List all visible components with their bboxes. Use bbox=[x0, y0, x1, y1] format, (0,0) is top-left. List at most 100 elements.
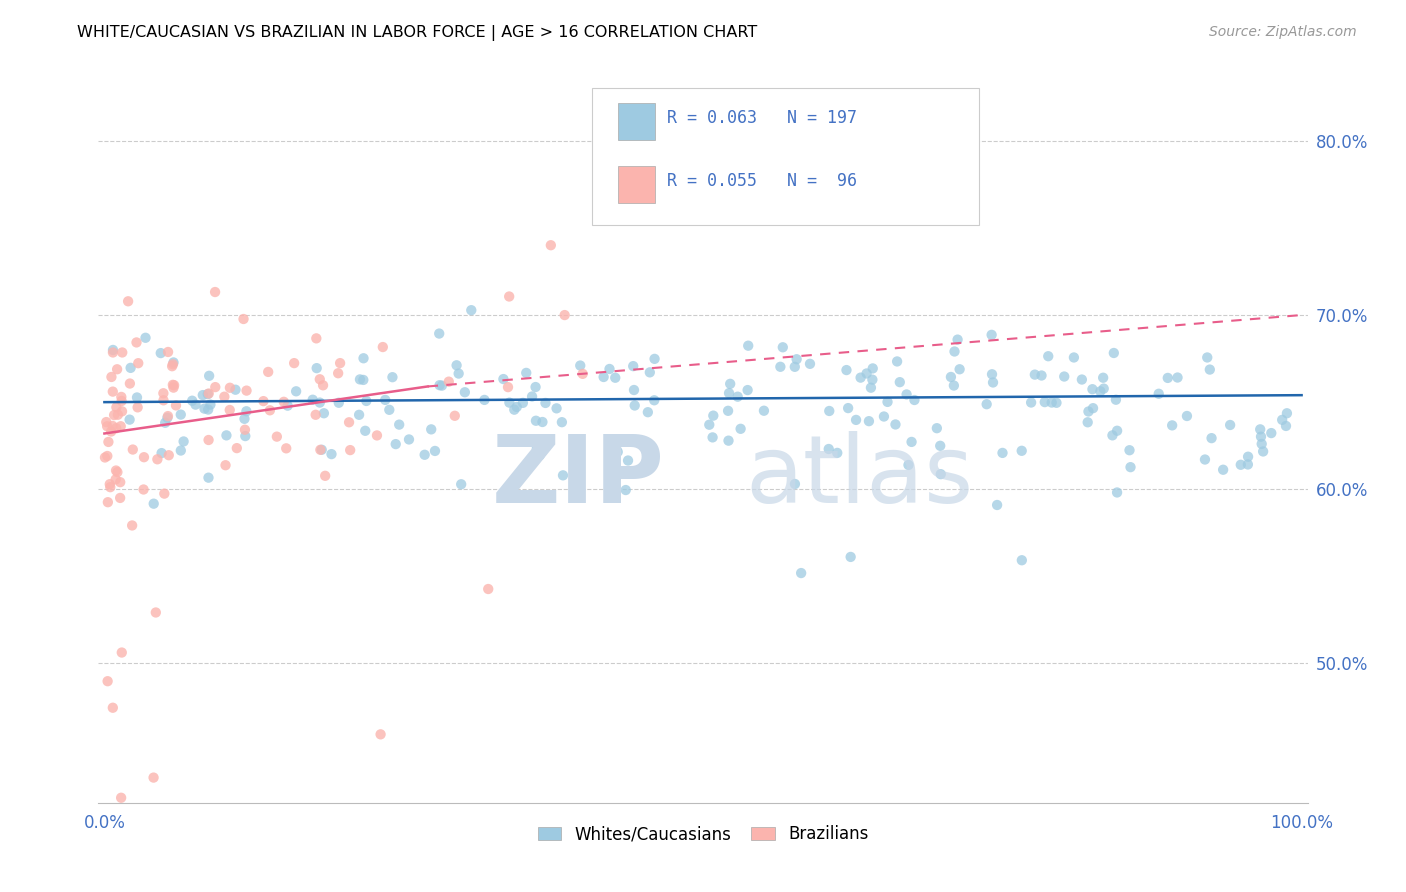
Point bbox=[97, 674, 120, 689]
Point bbox=[170, 443, 193, 458]
Point bbox=[104, 472, 127, 486]
Point bbox=[515, 366, 537, 380]
Point bbox=[311, 442, 333, 457]
Point bbox=[110, 475, 132, 490]
Point bbox=[233, 412, 256, 426]
Point bbox=[125, 335, 148, 350]
Point bbox=[529, 449, 551, 463]
Point bbox=[783, 359, 806, 374]
Point bbox=[718, 376, 741, 391]
Point bbox=[100, 425, 122, 439]
Point bbox=[568, 437, 591, 451]
Point bbox=[108, 491, 131, 505]
Point bbox=[233, 429, 256, 443]
Point bbox=[101, 343, 124, 357]
Point bbox=[1101, 428, 1123, 442]
Text: WHITE/CAUCASIAN VS BRAZILIAN IN LABOR FORCE | AGE > 16 CORRELATION CHART: WHITE/CAUCASIAN VS BRAZILIAN IN LABOR FO… bbox=[77, 25, 758, 41]
Point bbox=[427, 326, 450, 341]
Point bbox=[638, 365, 661, 379]
Point bbox=[197, 386, 219, 401]
Point bbox=[889, 375, 911, 389]
Point bbox=[132, 450, 155, 465]
Point bbox=[855, 367, 877, 381]
Point bbox=[605, 370, 627, 384]
Point bbox=[98, 480, 121, 494]
Point bbox=[257, 365, 280, 379]
Point bbox=[849, 370, 872, 384]
Point bbox=[474, 392, 496, 407]
Point bbox=[1092, 370, 1115, 384]
Point bbox=[142, 497, 165, 511]
Point bbox=[1201, 431, 1223, 445]
Point bbox=[233, 423, 256, 437]
Point bbox=[929, 467, 952, 482]
Point bbox=[1250, 437, 1272, 451]
Point bbox=[717, 434, 740, 448]
Point bbox=[623, 399, 645, 413]
Point bbox=[1275, 419, 1298, 434]
Point bbox=[235, 384, 257, 398]
Point bbox=[503, 402, 526, 417]
Point bbox=[496, 380, 519, 394]
Point bbox=[96, 419, 118, 434]
Point bbox=[162, 355, 184, 369]
Point bbox=[100, 370, 122, 384]
Point bbox=[337, 415, 360, 429]
Point bbox=[837, 401, 859, 416]
Point bbox=[942, 378, 965, 392]
Point bbox=[111, 404, 134, 418]
Point bbox=[554, 308, 576, 322]
Point bbox=[447, 367, 470, 381]
Point bbox=[224, 383, 246, 397]
Point bbox=[730, 422, 752, 436]
Point bbox=[727, 390, 749, 404]
Point bbox=[352, 373, 374, 387]
Point bbox=[943, 344, 966, 359]
Point bbox=[524, 414, 547, 428]
Point bbox=[1147, 386, 1170, 401]
Point bbox=[1167, 370, 1189, 384]
Point bbox=[492, 372, 515, 386]
Point bbox=[110, 790, 132, 805]
Point bbox=[197, 387, 219, 401]
Point bbox=[614, 483, 637, 497]
Point bbox=[353, 351, 375, 366]
Point bbox=[266, 430, 288, 444]
Point bbox=[752, 403, 775, 417]
Point bbox=[498, 395, 520, 409]
Point bbox=[329, 356, 352, 370]
Point bbox=[896, 387, 918, 401]
Point bbox=[219, 381, 242, 395]
Point bbox=[339, 443, 361, 458]
Point bbox=[312, 378, 335, 392]
Point bbox=[308, 372, 330, 386]
Point bbox=[637, 405, 659, 419]
Point bbox=[127, 356, 149, 370]
Point bbox=[1157, 371, 1180, 385]
Point bbox=[1077, 404, 1099, 418]
Point bbox=[214, 390, 236, 404]
Point bbox=[1197, 351, 1219, 365]
Point bbox=[120, 360, 142, 375]
Point bbox=[845, 413, 868, 427]
Point bbox=[702, 430, 724, 444]
Point bbox=[450, 477, 472, 491]
Point bbox=[105, 463, 128, 477]
Point bbox=[571, 367, 593, 381]
Point bbox=[232, 312, 254, 326]
Point bbox=[981, 368, 1004, 382]
Point bbox=[1198, 362, 1220, 376]
Point bbox=[949, 362, 972, 376]
Point bbox=[605, 442, 627, 456]
Point bbox=[886, 354, 908, 368]
Point bbox=[157, 345, 180, 359]
Point bbox=[1090, 384, 1112, 399]
Point bbox=[157, 448, 180, 462]
Point bbox=[149, 346, 172, 360]
Point bbox=[623, 383, 645, 397]
Point bbox=[132, 483, 155, 497]
Point bbox=[121, 518, 143, 533]
Point bbox=[443, 409, 465, 423]
Point bbox=[184, 398, 207, 412]
Point bbox=[986, 498, 1008, 512]
